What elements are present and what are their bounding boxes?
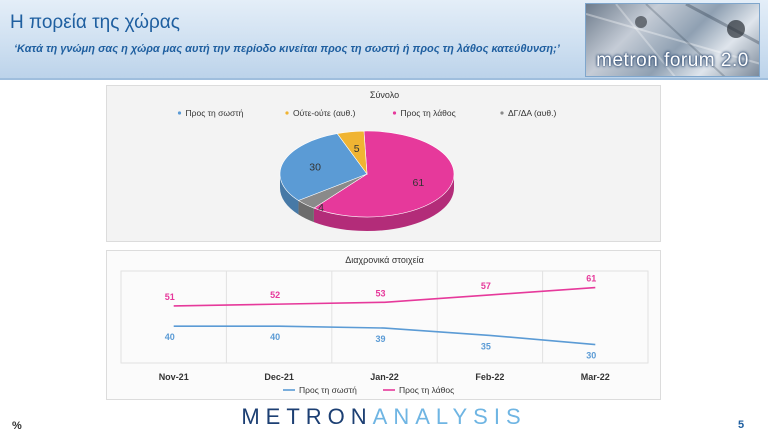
legend-marker-0 <box>177 111 182 115</box>
line-chart: Διαχρονικά στοιχεία Nov-21 Dec-21 Jan-22 Feb… <box>120 255 649 395</box>
pie-slice-side-2 <box>313 174 454 231</box>
data-label-s1-1: 52 <box>270 290 280 300</box>
pie-chart-panel: Σύνολο Προς τη σωστή Ούτε-ούτε (αυθ.) Προς … <box>106 85 661 242</box>
legend-marker-1 <box>285 111 289 115</box>
series-line-0 <box>173 325 596 346</box>
header-banner: Η πορεία της χώρας ‘Κατά τη γνώμη σας η … <box>0 0 768 80</box>
pie-data-label-0: 30 <box>309 162 321 174</box>
data-label-s1-2: 53 <box>375 288 385 298</box>
line-chart-panel: Διαχρονικά στοιχεία Nov-21 Dec-21 Jan-22 Feb… <box>106 250 661 400</box>
page-title: Η πορεία της χώρας <box>10 12 180 33</box>
pie-data-label-1: 5 <box>354 143 360 155</box>
page-subtitle: ‘Κατά τη γνώμη σας η χώρα μας αυτή την π… <box>14 43 560 55</box>
series-line-1 <box>173 286 596 307</box>
legend-entry-line-1: Προς τη λάθος <box>399 385 454 395</box>
legend-entry-2: Προς τη λάθος <box>401 108 456 118</box>
pie-data-label-3: 4 <box>318 202 324 214</box>
brand-photo-graphic <box>586 4 759 76</box>
data-label-s1-0: 51 <box>165 292 175 302</box>
line-title: Διαχρονικά στοιχεία <box>345 255 424 265</box>
pie-slice-1 <box>336 130 368 176</box>
data-label-s1-3: 57 <box>481 281 491 291</box>
unit-label: % <box>12 420 22 432</box>
x-tick-label-1: Dec-21 <box>264 372 294 382</box>
legend-entry-3: ΔΓ/ΔΑ (αυθ.) <box>508 108 556 118</box>
pie-slice-side-3 <box>298 200 314 223</box>
x-tick-label-4: Mar-22 <box>581 372 610 382</box>
data-label-s0-1: 40 <box>270 332 280 342</box>
legend-entry-line-0: Προς τη σωστή <box>299 385 357 395</box>
legend-marker-3 <box>500 111 504 115</box>
metron-analysis-logo: METRONANALYSIS <box>241 404 527 429</box>
data-label-s0-2: 39 <box>375 334 385 344</box>
legend-entry-1: Ούτε-ούτε (αυθ.) <box>293 108 356 118</box>
pie-chart: Σύνολο Προς τη σωστή Ούτε-ούτε (αυθ.) Προς … <box>177 90 556 231</box>
plot-area <box>120 270 649 364</box>
pie-data-label-2: 61 <box>413 177 425 189</box>
brand-logo: metron forum 2.0 <box>585 3 760 77</box>
legend-entry-0: Προς τη σωστή <box>186 108 244 118</box>
pie-slice-2 <box>313 130 455 218</box>
data-label-s0-4: 30 <box>586 351 596 361</box>
x-tick-label-2: Jan-22 <box>370 372 399 382</box>
data-label-s1-4: 61 <box>586 274 596 284</box>
brand-name: metron forum 2.0 <box>596 50 749 71</box>
x-tick-label-3: Feb-22 <box>475 372 504 382</box>
x-tick-label-0: Nov-21 <box>159 372 189 382</box>
page-number: 5 <box>738 419 745 431</box>
data-label-s0-0: 40 <box>165 332 175 342</box>
pie-slice-0 <box>279 133 368 201</box>
legend-marker-2 <box>392 111 397 115</box>
pie-title: Σύνολο <box>370 90 399 100</box>
data-label-s0-3: 35 <box>481 341 491 351</box>
pie-slice-side-0 <box>280 174 299 215</box>
